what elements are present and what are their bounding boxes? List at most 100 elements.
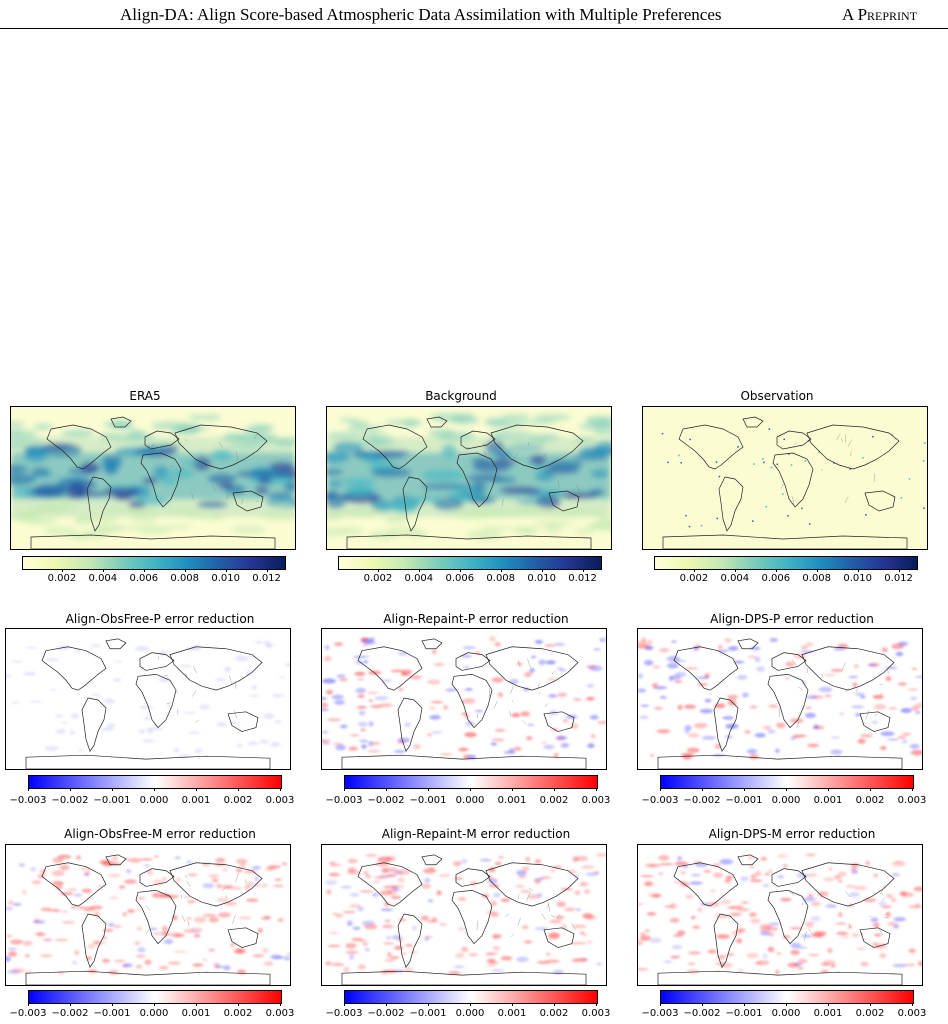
colorbar-tick-label: 0.000: [139, 795, 169, 806]
colorbar-tick-label: 0.004: [404, 573, 434, 584]
colorbar-tick-mark: [459, 569, 461, 572]
colorbar: [344, 990, 598, 1004]
colorbar-tick-mark: [470, 788, 471, 791]
colorbar-tick-mark: [541, 569, 543, 572]
colorbar-tick-label: 0.000: [139, 1008, 169, 1019]
colorbar-tick-label: −0.001: [725, 795, 763, 806]
colorbar-tick-label: −0.003: [325, 1008, 363, 1019]
colorbar-tick-label: −0.001: [409, 1008, 447, 1019]
colorbar-tick-mark: [596, 1003, 597, 1006]
colorbar-tick-label: −0.003: [641, 795, 679, 806]
colorbar-tick-label: 0.002: [223, 1008, 253, 1019]
panel-title: Observation: [740, 389, 814, 403]
colorbar: [654, 556, 918, 570]
colorbar-tick-label: 0.010: [211, 573, 240, 584]
colorbar-tick-mark: [28, 1003, 29, 1006]
world-map: [637, 844, 923, 986]
colorbar-tick-label: 0.003: [265, 1008, 295, 1019]
colorbar-tick-mark: [734, 569, 736, 572]
panel-title: Align-DPS-M error reduction: [708, 827, 876, 841]
colorbar-tick-mark: [857, 569, 859, 572]
world-map: [5, 844, 291, 986]
colorbar-tick-label: 0.006: [761, 573, 791, 584]
colorbar-tick-mark: [912, 788, 913, 791]
colorbar-tick-label: −0.003: [325, 795, 363, 806]
colorbar-tick-mark: [280, 788, 281, 791]
colorbar-tick-mark: [112, 788, 113, 791]
colorbar-tick-mark: [744, 788, 745, 791]
colorbar-tick-label: 0.001: [813, 1008, 843, 1019]
panel-title: ERA5: [129, 389, 161, 403]
colorbar-tick-mark: [554, 1003, 555, 1006]
colorbar-tick-mark: [702, 788, 703, 791]
colorbar-tick-label: 0.003: [581, 1008, 611, 1019]
colorbar-tick-mark: [898, 569, 900, 572]
panel-title: Align-ObsFree-P error reduction: [65, 612, 255, 626]
colorbar-tick-label: 0.000: [771, 795, 801, 806]
colorbar-tick-mark: [102, 569, 104, 572]
colorbar-tick-mark: [112, 1003, 113, 1006]
colorbar-tick-mark: [470, 1003, 471, 1006]
colorbar-tick-label: 0.010: [843, 573, 872, 584]
colorbar-tick-label: 0.012: [568, 573, 597, 584]
running-title: Align-DA: Align Score-based Atmospheric …: [120, 5, 722, 24]
colorbar: [660, 775, 914, 789]
colorbar-tick-mark: [816, 569, 818, 572]
colorbar-tick-mark: [512, 788, 513, 791]
colorbar-tick-label: −0.003: [9, 1008, 47, 1019]
colorbar-tick-mark: [70, 788, 71, 791]
colorbar-tick-mark: [870, 788, 871, 791]
colorbar-tick-mark: [143, 569, 145, 572]
colorbar-tick-mark: [196, 788, 197, 791]
colorbar-tick-label: −0.002: [367, 1008, 405, 1019]
colorbar-tick-label: 0.001: [497, 1008, 527, 1019]
colorbar-tick-mark: [386, 1003, 387, 1006]
colorbar-tick-mark: [344, 788, 345, 791]
colorbar-tick-mark: [512, 1003, 513, 1006]
colorbar-tick-mark: [28, 788, 29, 791]
colorbar: [28, 990, 282, 1004]
colorbar-tick-label: 0.002: [679, 573, 709, 584]
colorbar-tick-mark: [660, 788, 661, 791]
colorbar-tick-label: 0.012: [884, 573, 913, 584]
colorbar-tick-label: −0.001: [93, 1008, 131, 1019]
colorbar-tick-label: 0.000: [455, 1008, 485, 1019]
colorbar-tick-label: 0.002: [539, 1008, 569, 1019]
colorbar-tick-mark: [61, 569, 63, 572]
colorbar-tick-mark: [912, 1003, 913, 1006]
colorbar-tick-label: −0.002: [367, 795, 405, 806]
colorbar-tick-label: 0.008: [170, 573, 200, 584]
header-rule: [0, 28, 948, 29]
colorbar-tick-mark: [702, 1003, 703, 1006]
colorbar: [660, 990, 914, 1004]
colorbar-tick-label: 0.000: [455, 795, 485, 806]
panel-title: Align-ObsFree-M error reduction: [64, 827, 256, 841]
colorbar-tick-mark: [828, 788, 829, 791]
world-map: [326, 406, 612, 550]
colorbar-tick-label: 0.006: [445, 573, 475, 584]
panel-title: Background: [425, 389, 497, 403]
colorbar-tick-label: −0.003: [9, 795, 47, 806]
colorbar-tick-label: −0.001: [93, 795, 131, 806]
colorbar-tick-label: 0.001: [181, 1008, 211, 1019]
panel-title: Align-DPS-P error reduction: [710, 612, 874, 626]
colorbar-tick-label: 0.008: [486, 573, 516, 584]
colorbar-tick-label: 0.003: [897, 795, 927, 806]
colorbar-tick-label: −0.002: [683, 795, 721, 806]
world-map: [10, 406, 296, 550]
colorbar-tick-label: −0.002: [51, 795, 89, 806]
colorbar-tick-mark: [238, 788, 239, 791]
colorbar-tick-label: 0.004: [720, 573, 750, 584]
colorbar-tick-label: 0.002: [539, 795, 569, 806]
colorbar-tick-label: −0.001: [725, 1008, 763, 1019]
panel-title: Align-Repaint-M error reduction: [381, 827, 571, 841]
colorbar-tick-label: 0.002: [363, 573, 393, 584]
colorbar-tick-label: 0.003: [581, 795, 611, 806]
colorbar-tick-label: 0.012: [252, 573, 281, 584]
colorbar-tick-label: 0.002: [855, 1008, 885, 1019]
colorbar-tick-mark: [828, 1003, 829, 1006]
colorbar-tick-mark: [582, 569, 584, 572]
colorbar-tick-label: 0.001: [813, 795, 843, 806]
colorbar-tick-mark: [428, 788, 429, 791]
colorbar-tick-label: 0.006: [129, 573, 159, 584]
